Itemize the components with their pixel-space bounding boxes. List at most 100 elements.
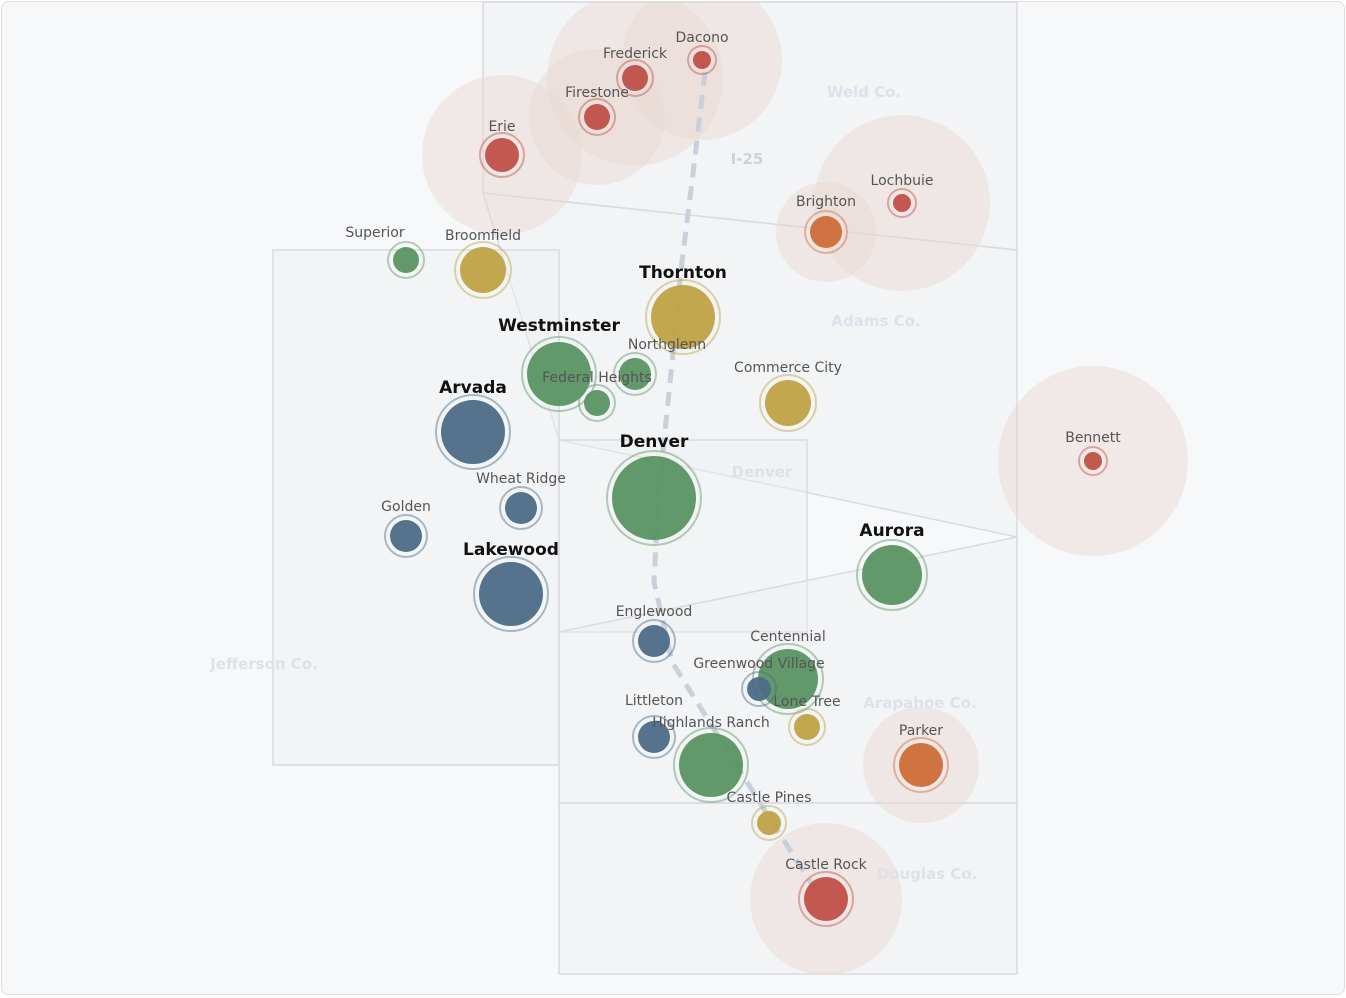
bubble-dot[interactable] [638,721,670,753]
city-label-westminster: Westminster [498,316,620,336]
service-area-dacono [622,2,782,140]
city-bubble-castle-pines[interactable] [751,805,787,841]
bubble-dot[interactable] [758,649,818,709]
bubble-ring [473,556,549,632]
city-bubble-lakewood[interactable] [473,556,549,632]
city-label-highlands-ranch: Highlands Ranch [652,715,770,731]
city-bubble-englewood[interactable] [632,619,676,663]
bubble-dot[interactable] [747,677,771,701]
bubble-dot[interactable] [622,65,648,91]
bubble-dot[interactable] [393,247,419,273]
city-bubble-castle-rock[interactable] [798,871,854,927]
city-label-parker: Parker [898,723,944,739]
county-label-weld: Weld Co. [826,83,902,101]
city-bubble-bennett[interactable] [1078,446,1108,476]
city-label-castle-pines: Castle Pines [726,790,812,806]
city-bubble-commerce-city[interactable] [759,374,817,432]
city-label-lakewood: Lakewood [463,540,559,560]
city-bubble-parker[interactable] [893,737,949,793]
bubble-dot[interactable] [794,714,820,740]
city-label-littleton: Littleton [624,693,684,709]
city-bubble-northglenn[interactable] [613,352,657,396]
city-bubble-lone-tree[interactable] [788,708,826,746]
bubble-ring [578,384,616,422]
bubble-dot[interactable] [619,358,651,390]
city-label-superior: Superior [345,225,405,241]
city-bubble-broomfield[interactable] [454,241,512,299]
bubble-ring [632,715,676,759]
bubble-dot[interactable] [612,456,696,540]
bubble-ring [673,727,749,803]
city-label-brighton: Brighton [796,194,856,210]
city-bubble-wheat-ridge[interactable] [499,486,543,530]
bubble-dot[interactable] [862,545,922,605]
city-bubble-firestone[interactable] [578,98,616,136]
city-label-golden: Golden [381,499,431,515]
city-bubble-lochbuie[interactable] [887,188,917,218]
bubble-ring [632,619,676,663]
bubble-dot[interactable] [584,104,610,130]
city-label-bennett: Bennett [1065,430,1121,446]
county-douglas [558,802,1018,975]
city-bubble-golden[interactable] [384,514,428,558]
city-label-wheat-ridge: Wheat Ridge [476,471,566,487]
city-bubble-greenwood-village[interactable] [741,671,777,707]
city-bubble-brighton[interactable] [804,210,848,254]
city-bubble-federal-heights[interactable] [578,384,616,422]
city-label-broomfield: Broomfield [444,228,522,244]
bubble-ring [856,539,928,611]
city-label-castle-rock: Castle Rock [785,857,867,873]
bubble-ring [454,241,512,299]
bubble-dot[interactable] [765,380,811,426]
bubble-dot[interactable] [804,877,848,921]
bubble-dot[interactable] [899,743,943,787]
city-label-greenwood-village: Greenwood Village [693,656,825,672]
city-bubble-arvada[interactable] [435,394,511,470]
city-label-commerce-city: Commerce City [734,360,842,376]
bubble-dot[interactable] [460,247,506,293]
city-label-lone-tree: Lone Tree [773,694,841,710]
bubble-ring [804,210,848,254]
city-bubble-superior[interactable] [387,241,425,279]
city-label-northglenn: Northglenn [627,337,707,353]
bubble-dot[interactable] [893,194,911,212]
bubble-dot[interactable] [485,138,519,172]
bubble-dot[interactable] [527,342,591,406]
bubble-ring [387,241,425,279]
bubble-dot[interactable] [679,733,743,797]
bubble-dot[interactable] [810,216,842,248]
bubble-ring [798,871,854,927]
city-bubble-westminster[interactable] [521,336,597,412]
county-label-arapahoe: Arapahoe Co. [863,694,977,712]
bubble-ring [887,188,917,218]
city-bubble-thornton[interactable] [645,279,721,355]
bubble-dot[interactable] [479,562,543,626]
bubble-dot[interactable] [441,400,505,464]
bubble-dot[interactable] [651,285,715,349]
bubble-dot[interactable] [584,390,610,416]
bubble-ring [499,486,543,530]
bubble-dot[interactable] [638,625,670,657]
city-bubble-littleton[interactable] [632,715,676,759]
highway-label-i25: I-25 [730,150,764,168]
city-label-englewood: Englewood [615,604,693,620]
city-bubble-highlands-ranch[interactable] [673,727,749,803]
bubble-ring [606,450,702,546]
bubble-dot[interactable] [757,811,781,835]
city-bubble-frederick[interactable] [616,59,654,97]
city-bubble-erie[interactable] [479,132,525,178]
city-label-denver: Denver [619,432,689,452]
bubble-ring [613,352,657,396]
bubble-dot[interactable] [693,51,711,69]
bubble-dot[interactable] [505,492,537,524]
bubble-ring [759,374,817,432]
bubble-ring [616,59,654,97]
bubble-dot[interactable] [390,520,422,552]
city-label-lochbuie: Lochbuie [870,173,934,189]
city-bubble-denver[interactable] [606,450,702,546]
city-bubble-aurora[interactable] [856,539,928,611]
city-bubble-dacono[interactable] [687,45,717,75]
bubble-dot[interactable] [1084,452,1102,470]
